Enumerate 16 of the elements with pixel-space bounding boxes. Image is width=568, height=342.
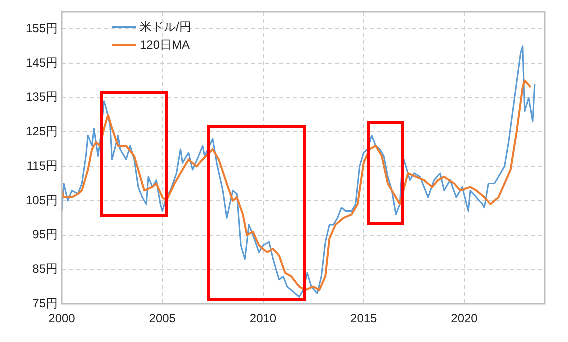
x-tick-label: 2000 — [48, 312, 76, 326]
y-tick-label: 125円 — [26, 124, 58, 139]
y-tick-label: 155円 — [26, 21, 58, 36]
y-tick-label: 85円 — [32, 262, 58, 276]
y-tick-label: 145円 — [26, 56, 58, 70]
x-tick-label: 2020 — [451, 312, 478, 326]
y-tick-label: 135円 — [26, 90, 58, 104]
legend-label: 米ドル/円 — [140, 18, 192, 36]
y-tick-label: 75円 — [32, 296, 58, 310]
y-tick-label: 115円 — [26, 158, 58, 173]
x-tick-label: 2015 — [350, 312, 378, 326]
x-tick-label: 2005 — [149, 312, 176, 326]
y-tick-label: 105円 — [26, 193, 58, 208]
x-tick-label: 2010 — [250, 312, 277, 326]
y-tick-label: 95円 — [32, 228, 58, 242]
legend-label: 120日MA — [140, 36, 190, 54]
